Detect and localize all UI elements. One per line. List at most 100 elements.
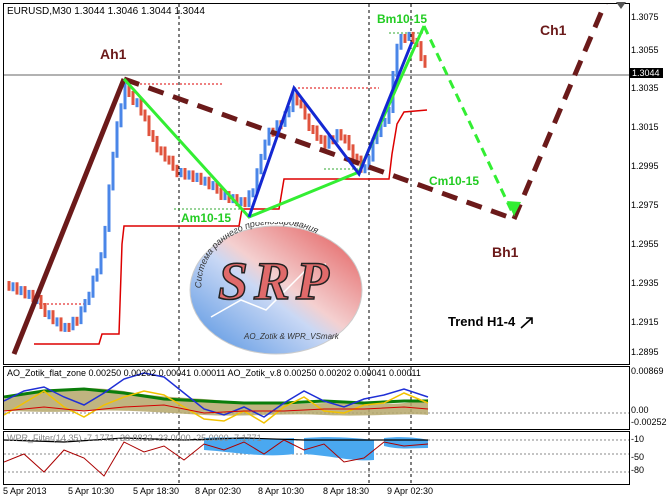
candle — [315, 125, 319, 141]
candle — [187, 170, 191, 180]
candle — [7, 281, 11, 291]
candle — [243, 197, 247, 208]
candle — [43, 303, 47, 317]
wave-label-bm10: Bm10-15 — [377, 12, 428, 26]
ao-green-line — [4, 387, 428, 405]
candle — [111, 151, 115, 191]
candle — [135, 98, 139, 108]
ao-indicator-canvas — [4, 367, 629, 429]
support-lines — [174, 32, 424, 210]
candle — [311, 125, 315, 134]
candle — [11, 282, 15, 292]
main-chart-canvas[interactable] — [4, 4, 629, 364]
logo-letters: SRP — [217, 250, 336, 312]
price-axis-label: 1.2955 — [631, 239, 659, 249]
candle — [159, 146, 163, 156]
candle — [195, 172, 199, 182]
price-axis-label: 1.2935 — [631, 278, 659, 288]
candle — [327, 135, 331, 149]
wpr-axis-label: -50 — [631, 452, 645, 462]
candle — [251, 188, 255, 198]
candle — [167, 155, 171, 165]
candle — [395, 43, 399, 77]
candle — [371, 138, 375, 162]
candle — [23, 286, 27, 299]
time-axis-label: 9 Apr 02:30 — [387, 486, 434, 496]
price-axis-label: 1.3075 — [631, 12, 659, 22]
candle — [375, 131, 379, 145]
ao-axis-label: -0.00252 — [631, 417, 667, 427]
candle — [155, 135, 159, 153]
candle — [51, 310, 55, 325]
candle — [87, 291, 91, 306]
symbol-header: EURUSD,M30 1.3044 1.3046 1.3044 1.3044 — [7, 6, 205, 17]
wpr-red-line — [4, 439, 429, 477]
ao-red-line — [4, 404, 429, 414]
candle — [219, 187, 223, 200]
logo-credit: AO_Zotik & WPR_VSmark — [244, 332, 339, 341]
main-chart-pane[interactable]: EURUSD,M30 1.3044 1.3046 1.3044 1.3044 A… — [3, 3, 630, 365]
wave-label-cm10: Cm10-15 — [429, 174, 480, 188]
ao-indicator-pane[interactable]: AO_Zotik_flat_zone 0.00250 0.00202 0.000… — [3, 366, 630, 430]
ao-indicator-header: AO_Zotik_flat_zone 0.00250 0.00202 0.000… — [7, 368, 421, 378]
candle — [203, 176, 207, 186]
candle — [131, 91, 135, 105]
ao-axis-label: 0.00 — [631, 405, 649, 415]
candle — [19, 286, 23, 296]
price-axis-label: 1.2915 — [631, 317, 659, 327]
candle — [91, 275, 95, 298]
trend-arrow-icon — [520, 316, 533, 329]
candle — [379, 120, 383, 138]
candle — [39, 295, 43, 309]
candle — [319, 134, 323, 144]
candle — [363, 164, 367, 174]
price-marker-icon — [616, 2, 626, 9]
candle — [59, 317, 63, 332]
candle — [299, 99, 303, 109]
candle — [151, 130, 155, 142]
candle — [343, 134, 347, 144]
candle — [347, 135, 351, 151]
candle — [411, 31, 415, 44]
cm10-arrow-head — [507, 201, 521, 216]
candle — [207, 176, 211, 190]
candle — [267, 127, 271, 146]
candle — [191, 170, 195, 182]
candle — [55, 317, 59, 327]
candle — [47, 310, 51, 320]
candle — [423, 55, 427, 68]
h1-wave — [11, 4, 608, 355]
price-axis-label: 1.3015 — [631, 122, 659, 132]
candle — [355, 153, 359, 163]
candle — [99, 252, 103, 275]
candle — [223, 191, 227, 201]
price-axis-label: 1.2995 — [631, 161, 659, 171]
candle — [399, 33, 403, 50]
price-axis-label: 1.2975 — [631, 200, 659, 210]
candle — [283, 111, 287, 127]
candle — [147, 115, 151, 137]
candle — [123, 83, 127, 110]
time-axis-label: 5 Apr 2013 — [3, 486, 47, 496]
time-axis-label: 8 Apr 10:30 — [258, 486, 305, 496]
wpr-indicator-pane[interactable]: WPR_Filter(14,35) -7.1771 -30.8832 -23.0… — [3, 431, 630, 485]
current-price-box: 1.3044 — [629, 68, 663, 78]
trend-label-text: Trend H1-4 — [448, 314, 516, 329]
candle — [351, 144, 355, 160]
candle — [303, 102, 307, 120]
candle — [175, 164, 179, 178]
candle — [119, 103, 123, 128]
candle — [71, 316, 75, 331]
m10-green-wave — [122, 25, 516, 219]
candle — [239, 197, 243, 207]
candle — [339, 129, 343, 141]
candle — [255, 168, 259, 195]
vertical-gridlines — [178, 4, 412, 364]
wave-label-am10: Am10-15 — [181, 211, 232, 225]
candle — [107, 184, 111, 232]
candle — [139, 98, 143, 116]
candle — [275, 120, 279, 135]
candle — [263, 139, 267, 160]
candle — [295, 92, 299, 106]
candle — [95, 268, 99, 282]
